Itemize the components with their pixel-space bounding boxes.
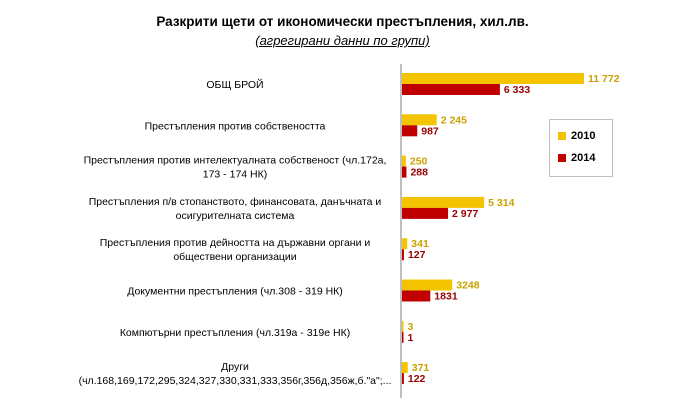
data-label-2010: 11 772: [588, 73, 620, 85]
bar-2010: [402, 279, 453, 291]
bar-2014: [402, 331, 404, 343]
data-label-2010: 250: [410, 156, 428, 168]
legend-item-2014: 2014: [558, 151, 595, 165]
bar-2010: [402, 362, 408, 374]
data-label-2014: 1831: [434, 291, 458, 303]
bar-2010: [402, 114, 437, 126]
category-label: Компютърни престъпления (чл.319а - 319е …: [120, 327, 350, 339]
legend-swatch-2010: [558, 132, 566, 140]
category-label: Престъпления против интелектуалната собс…: [84, 155, 387, 167]
data-label-2014: 2 977: [452, 208, 478, 220]
category-label: Престъпления п/в стопанството, финансова…: [89, 196, 382, 208]
bar-2014: [402, 84, 500, 95]
category-label: Документни престъпления (чл.308 - 319 НК…: [127, 286, 343, 298]
legend-label-2010: 2010: [571, 130, 596, 142]
data-label-2010: 3: [408, 321, 414, 333]
bar-2014: [402, 166, 407, 178]
bar-2014: [402, 290, 431, 302]
data-label-2010: 5 314: [488, 197, 514, 209]
category-label: осигурителната система: [176, 210, 295, 222]
data-label-2014: 987: [421, 125, 439, 137]
category-label: ОБЩ БРОЙ: [206, 78, 263, 91]
category-label: 173 - 174 НК): [203, 169, 267, 181]
category-label: (чл.168,169,172,295,324,327,330,331,333,…: [79, 375, 392, 387]
legend-label-2014: 2014: [571, 152, 596, 164]
data-label-2014: 6 333: [504, 84, 530, 96]
category-label: Престъпления против дейността на държавн…: [100, 237, 371, 249]
chart-legend: 2010 2014: [549, 119, 613, 177]
data-label-2010: 3248: [456, 280, 480, 292]
data-label-2010: 371: [412, 362, 430, 374]
bar-2014: [402, 207, 449, 219]
bar-2014: [402, 249, 404, 261]
data-label-2014: 127: [408, 249, 426, 261]
chart-title: Разкрити щети от икономически престъплен…: [156, 14, 529, 29]
category-label: Престъпления против собствеността: [145, 120, 326, 132]
bar-2010: [402, 320, 404, 332]
bar-2014: [402, 373, 404, 385]
bar-2010: [402, 238, 408, 250]
legend-item-2010: 2010: [558, 129, 595, 143]
data-label-2010: 2 245: [441, 114, 467, 126]
legend-swatch-2014: [558, 154, 566, 162]
data-label-2014: 288: [410, 167, 428, 179]
category-label: Други: [221, 361, 249, 373]
bar-2014: [402, 125, 418, 137]
bar-2010: [402, 196, 485, 208]
category-label: обществени организации: [173, 251, 296, 263]
data-label-2014: 1: [408, 332, 414, 344]
bar-2010: [402, 73, 584, 84]
data-label-2014: 122: [408, 373, 426, 385]
chart-subtitle: (агрегирани данни по групи): [255, 33, 430, 48]
data-label-2010: 341: [411, 238, 429, 250]
bar-2010: [402, 155, 406, 167]
